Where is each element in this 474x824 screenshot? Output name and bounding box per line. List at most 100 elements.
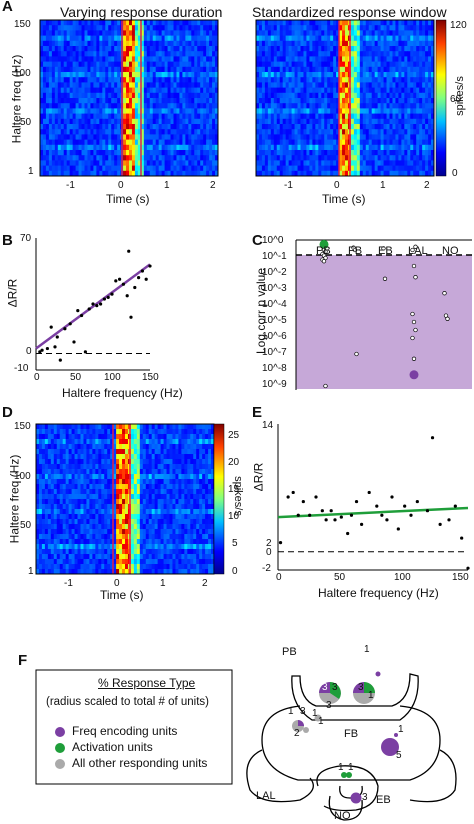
heatmap-cell (154, 469, 159, 475)
heatmap-cell (123, 72, 127, 78)
heatmap-cell (78, 170, 82, 177)
heatmap-cell (336, 113, 340, 120)
heatmap-cell (48, 30, 53, 36)
heatmap-cell (330, 25, 334, 31)
heatmap-cell (104, 439, 108, 445)
heatmap-cell (167, 46, 171, 52)
heatmap-cell (188, 82, 192, 88)
heatmap-cell (196, 434, 200, 440)
heatmap-cell (431, 103, 435, 109)
heatmap-cell (188, 40, 192, 47)
heatmap-cell (392, 51, 396, 57)
heatmap-cell (291, 170, 295, 177)
heatmap-cell (96, 82, 100, 88)
heatmap-cell (211, 474, 215, 480)
heatmap-cell (184, 499, 188, 505)
heatmap-cell (362, 40, 367, 47)
heatmap-cell (142, 429, 147, 435)
heatmap-cell (57, 92, 62, 99)
heatmap-cell (56, 444, 61, 450)
heatmap-cell (193, 529, 197, 535)
heatmap-cell (422, 56, 426, 62)
heatmap-cell (182, 72, 186, 78)
heatmap-cell (163, 464, 167, 470)
heatmap-cell (139, 454, 144, 460)
heatmap-cell (111, 103, 115, 109)
heatmap-cell (51, 77, 56, 83)
heatmap-cell (68, 499, 72, 505)
heatmap-cell (107, 439, 111, 445)
heatmap-cell (327, 30, 331, 36)
heatmap-cell (321, 82, 325, 88)
heatmap-cell (83, 464, 87, 470)
heatmap-cell (270, 160, 275, 166)
heatmap-cell (51, 25, 56, 31)
heatmap-cell (193, 484, 197, 490)
heatmap-cell (176, 129, 180, 135)
heatmap-cell (318, 35, 322, 42)
heatmap-cell (105, 139, 109, 146)
heatmap-cell (407, 150, 411, 156)
heatmap-cell (92, 499, 96, 505)
heatmap-cell (256, 108, 260, 114)
heatmap-cell (71, 484, 75, 490)
heatmap-cell (258, 51, 263, 57)
heatmap-cell (386, 30, 390, 36)
heatmap-cell (175, 459, 179, 465)
heatmap-cell (389, 165, 393, 172)
heatmap-cell (345, 98, 349, 104)
heatmap-cell (365, 113, 370, 120)
heatmap-cell (261, 77, 266, 83)
heatmap-cell (96, 61, 100, 68)
heatmap-cell (362, 129, 367, 135)
heatmap-cell (41, 489, 46, 495)
heatmap-cell (123, 40, 127, 47)
heatmap-cell (294, 170, 298, 177)
heatmap-cell (90, 129, 94, 135)
heatmap-cell (45, 150, 50, 156)
heatmap-cell (176, 160, 180, 166)
heatmap-cell (74, 469, 78, 475)
heatmap-cell (190, 494, 194, 500)
heatmap-cell (318, 165, 322, 172)
heatmap-cell (380, 165, 384, 172)
heatmap-cell (160, 494, 164, 500)
heatmap-cell (327, 139, 331, 146)
heatmap-cell (104, 514, 108, 520)
heatmap-cell (134, 66, 139, 73)
heatmap-cell (172, 469, 176, 475)
heatmap-cell (101, 494, 105, 500)
heatmap-cell (182, 103, 186, 109)
heatmap-cell (123, 165, 127, 172)
heatmap-cell (197, 61, 201, 68)
heatmap-cell (45, 170, 50, 177)
heatmap-cell (90, 87, 94, 94)
heatmap-cell (44, 484, 49, 490)
heatmap-cell (176, 20, 180, 26)
heatmap-cell (203, 134, 207, 140)
heatmap-cell (282, 87, 287, 94)
heatmap-cell (188, 77, 192, 83)
heatmap-cell (145, 524, 150, 530)
heatmap-cell (377, 40, 381, 47)
heatmap-cell (90, 77, 94, 83)
heatmap-cell (45, 25, 50, 31)
heatmap-cell (182, 113, 186, 120)
heatmap-cell (116, 529, 120, 535)
heatmap-cell (413, 82, 417, 88)
heatmap-cell (110, 469, 114, 475)
heatmap-cell (181, 469, 185, 475)
heatmap-cell (365, 129, 370, 135)
heatmap-cell (111, 155, 115, 161)
heatmap-cell (401, 134, 405, 140)
heatmap-cell (167, 87, 171, 94)
heatmap-cell (78, 82, 82, 88)
heatmap-cell (203, 144, 207, 151)
heatmap-cell (157, 499, 161, 505)
heatmap-cell (133, 504, 138, 510)
heatmap-cell (209, 150, 213, 156)
heatmap-cell (157, 529, 161, 535)
heatmap-cell (191, 35, 195, 42)
heatmap-cell (63, 87, 68, 94)
heatmap-cell (294, 92, 298, 99)
